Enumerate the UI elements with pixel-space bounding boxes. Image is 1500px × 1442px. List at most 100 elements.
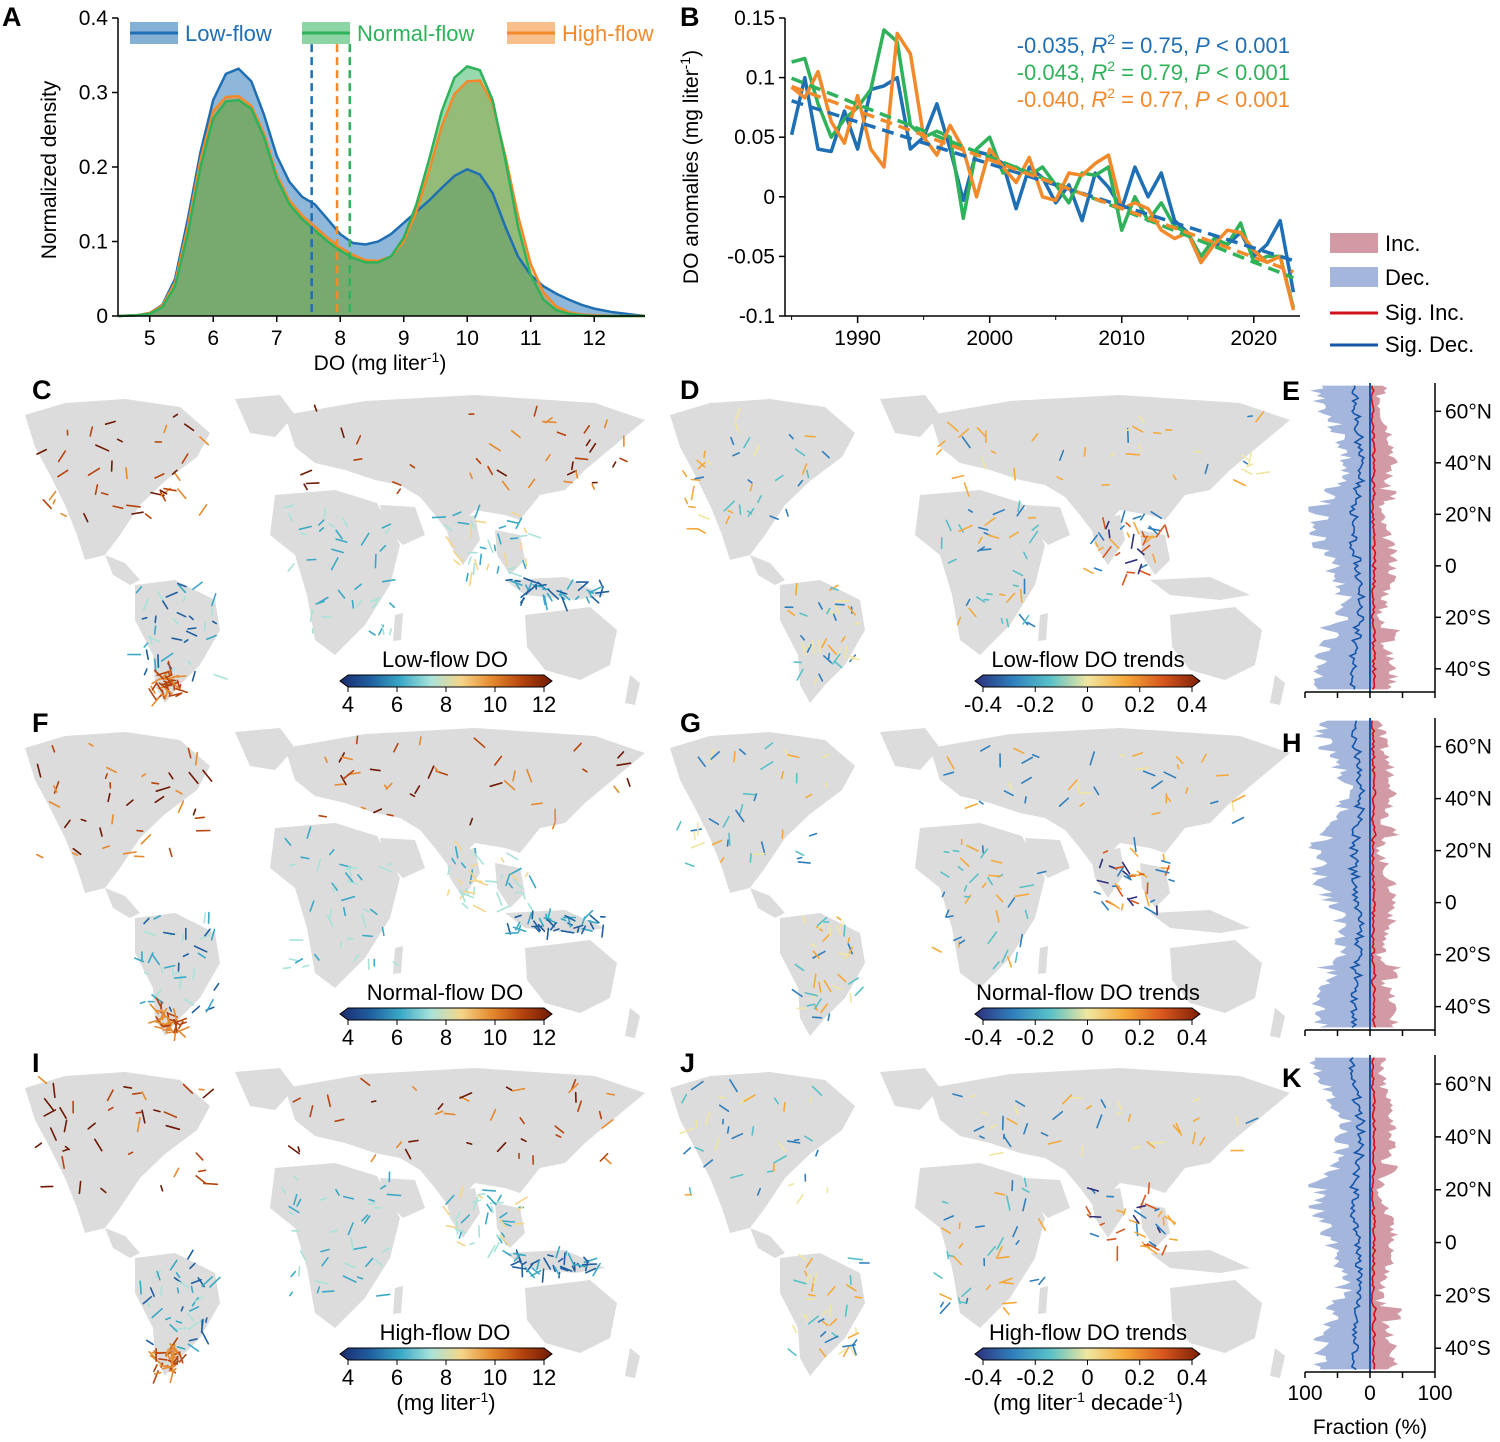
river-segment (822, 1309, 828, 1316)
river-segment (184, 998, 195, 1006)
river-segment (989, 1151, 1004, 1156)
river-segment (939, 1301, 945, 1308)
continent-nz (625, 1348, 640, 1378)
river-segment (437, 1103, 444, 1110)
river-segment (978, 1135, 985, 1139)
colorbar-tick-label: 12 (532, 1025, 556, 1050)
river-segment (1201, 753, 1207, 763)
river-segment (408, 1139, 419, 1143)
river-segment (517, 924, 522, 933)
river-segment (151, 683, 157, 691)
river-segment (1001, 949, 1009, 963)
river-segment (36, 763, 42, 778)
map-title-i: High-flow DO (380, 1320, 511, 1345)
river-segment (175, 789, 183, 795)
river-segment (178, 1353, 187, 1363)
stat-part: 0.75 (1140, 33, 1183, 58)
density-legend: Low-flow Normal-flow High-flow (130, 21, 654, 46)
river-segment (496, 1142, 507, 1153)
river-segment (1120, 903, 1124, 911)
river-segment (175, 687, 188, 694)
river-segment (541, 420, 557, 424)
river-segment (753, 444, 760, 457)
stat-part: -0.040, (1017, 87, 1092, 112)
river-segment (536, 1259, 540, 1271)
continent-eurasia (285, 728, 645, 868)
river-segment (1089, 1215, 1102, 1218)
river-segment (805, 793, 813, 799)
density-line-normal (117, 65, 645, 318)
river-segment (720, 856, 725, 863)
river-segment (340, 427, 345, 439)
river-segment (340, 755, 354, 761)
anomaly-x-tick-label: 1990 (834, 327, 881, 350)
trend-stat-normal: -0.043, R2 = 0.79, P < 0.001 (1017, 58, 1290, 85)
density-x-tick-label: 8 (334, 327, 346, 350)
river-segment (742, 792, 756, 796)
continent-africa (915, 1163, 1045, 1328)
river-segment (342, 1275, 357, 1283)
river-segment (195, 1152, 204, 1161)
river-segment (94, 1138, 103, 1152)
river-segment (427, 765, 435, 779)
river-segment (489, 1201, 504, 1205)
river-segment (1125, 453, 1141, 456)
river-segment (167, 1020, 174, 1031)
river-segment (1052, 1110, 1064, 1121)
river-segment (545, 917, 552, 920)
river-segment (510, 1260, 520, 1266)
river-segment (486, 1195, 497, 1206)
colorbar-tick-label: 0 (1081, 1025, 1093, 1050)
river-segment (356, 599, 363, 608)
river-segment (980, 848, 989, 859)
river-segment (479, 553, 483, 566)
stat-part: R (1091, 60, 1107, 85)
river-segment (471, 1199, 482, 1204)
river-segment (599, 1152, 609, 1162)
continent-africa (915, 823, 1045, 988)
fraction-panels: 60°N 40°N 20°N 0 20°S 40°S E 60°N 40°N 20°N 0 20°S 4… (1282, 376, 1492, 1405)
river-segment (847, 605, 856, 616)
river-segment (484, 880, 499, 883)
river-segment (848, 977, 859, 985)
river-segment (126, 799, 134, 806)
river-segment (1100, 1099, 1107, 1109)
river-segment (1148, 1241, 1157, 1248)
panel-label-d: D (680, 375, 700, 405)
river-segment (72, 847, 82, 856)
river-segment (290, 1270, 297, 1278)
river-segment (996, 1237, 1004, 1250)
river-segment (530, 1269, 542, 1277)
river-segment (465, 572, 469, 582)
river-segment (411, 1085, 418, 1091)
river-segment (173, 471, 181, 481)
river-segment (1101, 900, 1110, 911)
river-segment (818, 639, 821, 654)
river-segment (981, 882, 987, 889)
river-segment (756, 1187, 761, 1196)
river-segment (1126, 571, 1136, 574)
river-segment (452, 511, 462, 517)
river-segment (577, 581, 589, 592)
river-segment (447, 866, 451, 876)
river-segment (498, 525, 507, 529)
fraction-legend: Inc. Dec. Sig. Inc. Sig. Dec. (1330, 231, 1474, 357)
map-title-d: Low-flow DO trends (991, 647, 1184, 672)
river-segment (837, 973, 847, 983)
river-segment (1115, 1228, 1126, 1234)
river-segment (505, 1086, 513, 1091)
river-segment (453, 839, 463, 851)
river-segment (172, 1343, 176, 1358)
continent-greenland (235, 728, 295, 770)
river-segment (723, 500, 735, 512)
river-segment (520, 1138, 527, 1143)
river-segment (1199, 1136, 1206, 1146)
river-segment (952, 1255, 963, 1266)
river-segment (396, 488, 402, 495)
river-segment (80, 818, 87, 822)
river-segment (305, 482, 320, 485)
colorbar-tick-label: 8 (440, 692, 452, 717)
river-segment (1150, 511, 1163, 520)
legend-low-label: Low-flow (185, 21, 272, 46)
river-segment (1083, 446, 1087, 457)
